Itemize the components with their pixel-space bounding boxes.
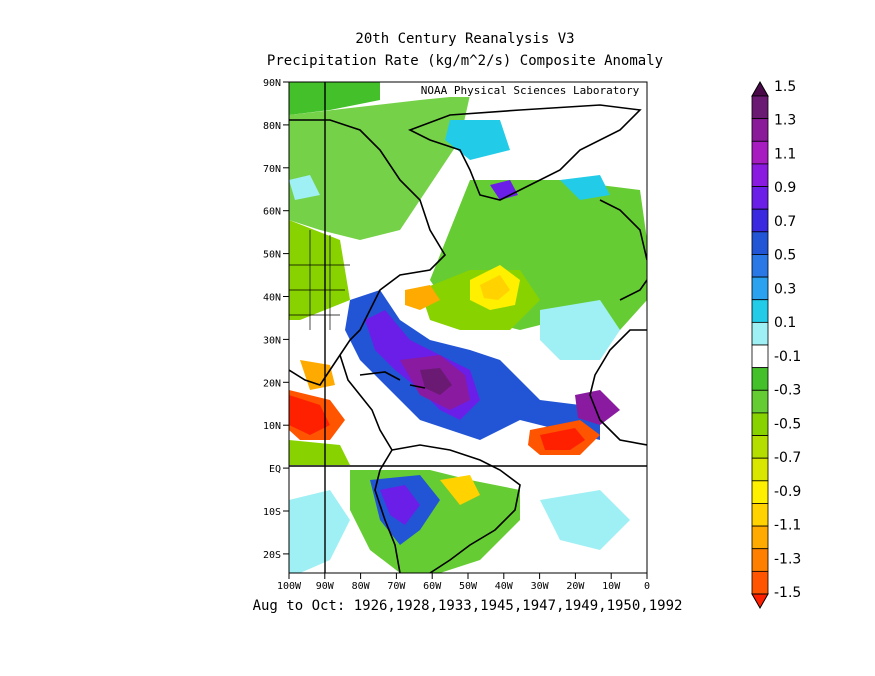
- lat-tick-label: 10N: [263, 421, 281, 432]
- colorbar-swatch: [751, 276, 769, 301]
- lon-tick-label: 30W: [531, 581, 550, 592]
- lon-tick-label: 10W: [602, 581, 621, 592]
- colorbar-level-label: 0.3: [774, 281, 796, 297]
- longitude-axis: 100W 90W 80W 70W 60W 50W 40W 30W 20W 10W 0: [277, 573, 650, 592]
- colorbar-swatch: [751, 457, 769, 482]
- lat-tick-label: 20N: [263, 378, 281, 389]
- lon-tick-label: 70W: [387, 581, 406, 592]
- lon-tick-label: 60W: [423, 581, 442, 592]
- lat-tick-label: 30N: [263, 335, 281, 346]
- lon-tick-label: 80W: [352, 581, 371, 592]
- colorbar-level-label: 1.5: [774, 79, 796, 95]
- lat-tick-label: 20S: [263, 550, 281, 561]
- colorbar-level-label: -0.3: [774, 383, 801, 399]
- colorbar-level-label: 0.9: [774, 180, 796, 196]
- lat-tick-label: 70N: [263, 164, 281, 175]
- lon-tick-label: 40W: [495, 581, 514, 592]
- colorbar-level-label: 0.7: [774, 214, 796, 230]
- anomaly-field: [289, 82, 647, 573]
- watermark-text: NOAA Physical Sciences Laboratory: [421, 84, 640, 97]
- colorbar-swatch: [751, 163, 769, 187]
- colorbar-swatch: [751, 254, 769, 278]
- colorbar-swatch: [751, 525, 769, 550]
- colorbar-swatch: [751, 412, 769, 436]
- colorbar-min-arrow: [751, 593, 769, 610]
- colorbar-level-label: -1.1: [774, 518, 801, 534]
- lat-tick-label: 10S: [263, 507, 281, 518]
- lat-tick-label: EQ: [269, 464, 281, 475]
- colorbar-swatch: [751, 389, 769, 414]
- colorbar-swatch: [751, 140, 769, 165]
- colorbar-level-label: 0.1: [774, 315, 796, 331]
- chart-title: 20th Century Reanalysis V3: [355, 31, 575, 47]
- composite-years-caption: Aug to Oct: 1926,1928,1933,1945,1947,194…: [252, 598, 683, 614]
- colorbar-max-arrow: [751, 80, 769, 97]
- lat-tick-label: 60N: [263, 207, 281, 218]
- lon-tick-label: 50W: [459, 581, 478, 592]
- lat-tick-label: 80N: [263, 121, 281, 132]
- colorbar-level-label: 0.5: [774, 248, 796, 264]
- colorbar-level-label: 1.3: [774, 113, 796, 129]
- lat-tick-label: 40N: [263, 293, 281, 304]
- colorbar-level-label: -1.3: [774, 551, 801, 567]
- colorbar-swatch: [751, 367, 769, 391]
- colorbar-swatch: [751, 344, 769, 369]
- colorbar-swatch: [751, 480, 769, 504]
- lat-tick-label: 50N: [263, 250, 281, 261]
- watermark-bg: [416, 83, 645, 97]
- colorbar-swatch: [751, 570, 769, 595]
- colorbar-level-label: -0.7: [774, 450, 801, 466]
- latitude-axis: 90N 80N 70N 60N 50N 40N 30N 20N 10N EQ 10S 20S: [263, 78, 289, 561]
- lon-tick-label: 20W: [566, 581, 585, 592]
- colorbar-level-label: 1.1: [774, 146, 796, 162]
- lat-tick-label: 90N: [263, 78, 281, 89]
- colorbar-swatch: [751, 548, 769, 572]
- chart-subtitle: Precipitation Rate (kg/m^2/s) Composite …: [266, 53, 664, 69]
- lon-tick-label: 0: [644, 581, 650, 592]
- colorbar-level-label: -0.1: [774, 349, 801, 365]
- colorbar-swatch: [751, 299, 769, 323]
- lon-tick-label: 100W: [277, 581, 302, 592]
- colorbar-swatch: [751, 186, 769, 210]
- colorbar-level-label: -1.5: [774, 585, 801, 601]
- colorbar-swatch: [751, 435, 769, 459]
- colorbar-swatch: [751, 95, 769, 120]
- colorbar-swatch: [751, 208, 769, 233]
- colorbar-swatch: [751, 118, 769, 142]
- colorbar-level-label: -0.5: [774, 416, 801, 432]
- colorbar: [751, 80, 769, 610]
- lon-tick-label: 90W: [316, 581, 335, 592]
- colorbar-swatch: [751, 503, 769, 527]
- colorbar-level-label: -0.9: [774, 484, 801, 500]
- colorbar-labels: 1.5 1.3 1.1 0.9 0.7 0.5 0.3 0.1 -0.1 -0.3 -0.5 -0.7…: [774, 79, 801, 601]
- colorbar-swatch: [751, 321, 769, 346]
- colorbar-swatch: [751, 231, 769, 255]
